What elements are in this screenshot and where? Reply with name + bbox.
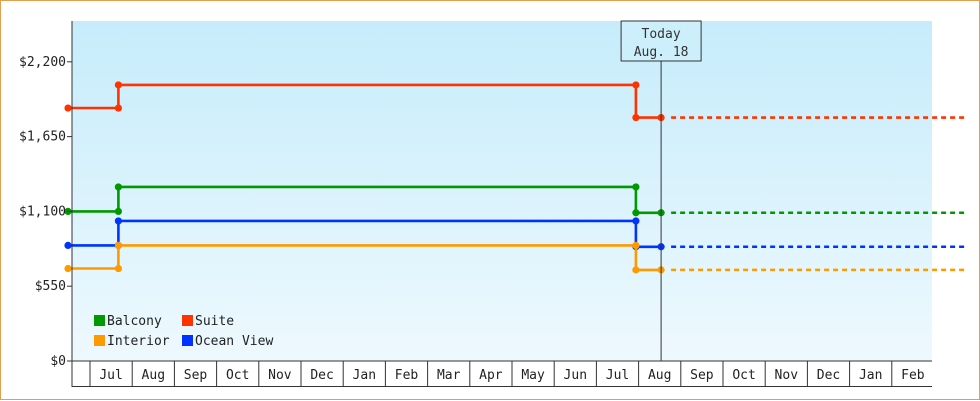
legend: Balcony Suite Interior Ocean View xyxy=(94,314,273,349)
x-tick-label: Apr xyxy=(479,368,503,383)
x-tick-label: Dec xyxy=(310,368,333,383)
y-tick-label: $2,200 xyxy=(19,55,66,70)
y-tick-label: $550 xyxy=(35,279,66,294)
series-line xyxy=(68,83,662,119)
x-tick-label: Jan xyxy=(859,368,882,383)
data-point xyxy=(64,241,72,249)
series-interior xyxy=(64,241,968,274)
series-line xyxy=(68,219,662,249)
data-point xyxy=(64,104,72,112)
today-label: Today xyxy=(642,27,681,42)
legend-label: Suite xyxy=(195,314,234,329)
x-tick-label: Jul xyxy=(606,368,629,383)
data-point xyxy=(632,183,640,191)
x-tick-label: Aug xyxy=(142,368,165,383)
data-point xyxy=(632,217,640,225)
y-tick-label: $1,650 xyxy=(19,130,66,145)
series-balcony xyxy=(64,183,968,217)
legend-swatch xyxy=(182,315,193,326)
series-suite xyxy=(64,81,968,122)
x-tick-label: Feb xyxy=(395,368,419,383)
today-box xyxy=(620,20,702,62)
legend-swatch xyxy=(94,335,105,346)
series-line xyxy=(68,244,662,272)
series-ocean-view xyxy=(64,217,968,251)
x-tick-label: Jul xyxy=(99,368,122,383)
legend-label: Interior xyxy=(107,334,170,349)
x-tick-label: Dec xyxy=(817,368,840,383)
x-tick-label: Nov xyxy=(268,368,292,383)
data-point xyxy=(114,264,122,273)
x-tick-label: Oct xyxy=(226,368,249,383)
data-point xyxy=(632,113,640,122)
y-tick-label: $1,100 xyxy=(19,204,66,219)
legend-label: Balcony xyxy=(107,314,162,329)
plot-area xyxy=(72,21,932,361)
data-point xyxy=(632,81,640,89)
x-tick-label: Aug xyxy=(648,368,671,383)
today-date: Aug. 18 xyxy=(634,45,689,60)
x-tick-label: Jan xyxy=(353,368,376,383)
x-tick-label: Feb xyxy=(901,368,925,383)
data-point xyxy=(64,264,72,273)
x-tick-label: Oct xyxy=(732,368,755,383)
x-tick-label: Sep xyxy=(184,368,208,383)
x-tick-label: Sep xyxy=(690,368,714,383)
data-point xyxy=(114,217,122,225)
x-tick-label: Jun xyxy=(564,368,587,383)
data-point xyxy=(632,209,640,217)
y-tick-label: $0 xyxy=(50,354,66,369)
data-point xyxy=(114,207,122,215)
x-tick-label: Mar xyxy=(437,368,461,383)
data-point xyxy=(114,81,122,89)
legend-swatch xyxy=(94,315,105,326)
legend-swatch xyxy=(182,335,193,346)
data-point xyxy=(632,266,640,274)
legend-label: Ocean View xyxy=(195,334,273,349)
data-point xyxy=(114,104,122,112)
data-point xyxy=(114,241,122,249)
x-tick-label: May xyxy=(521,368,545,383)
data-point xyxy=(114,183,122,191)
series-line xyxy=(68,185,662,215)
x-tick-label: Nov xyxy=(775,368,799,383)
data-point xyxy=(632,241,640,249)
